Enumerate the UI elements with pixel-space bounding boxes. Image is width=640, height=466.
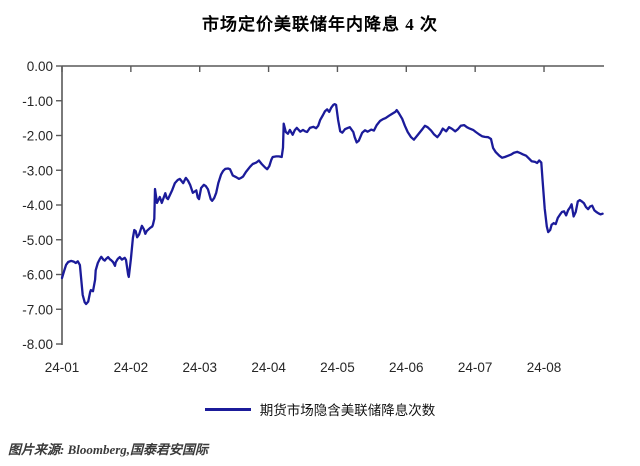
y-tick-label: -2.00: [22, 129, 53, 144]
x-tick-label: 24-05: [320, 360, 355, 375]
series-line: [60, 103, 604, 306]
x-tick-label: 24-07: [458, 360, 493, 375]
y-tick-label: -8.00: [22, 337, 53, 352]
y-tick-label: -1.00: [22, 94, 53, 109]
x-tick-label: 24-08: [527, 360, 562, 375]
legend-label: 期货市场隐含美联储降息次数: [259, 403, 436, 418]
y-tick-label: -7.00: [22, 302, 53, 317]
y-tick-label: -5.00: [22, 233, 53, 248]
x-tick-label: 24-01: [45, 360, 80, 375]
y-tick-label: -6.00: [22, 268, 53, 283]
x-tick-label: 24-02: [114, 360, 149, 375]
source-note: 图片来源: Bloomberg,国泰君安国际: [8, 442, 209, 457]
legend-line-marker: [204, 407, 251, 411]
y-tick-label: -3.00: [22, 163, 53, 178]
x-tick-label: 24-03: [182, 360, 217, 375]
x-tick-label: 24-06: [389, 360, 424, 375]
y-tick-label: -4.00: [22, 198, 53, 213]
chart-title: 市场定价美联储年内降息 4 次: [202, 15, 438, 34]
legend: 期货市场隐含美联储降息次数: [0, 399, 640, 419]
x-tick-label: 24-04: [251, 360, 286, 375]
y-tick-label: 0.00: [27, 59, 53, 74]
